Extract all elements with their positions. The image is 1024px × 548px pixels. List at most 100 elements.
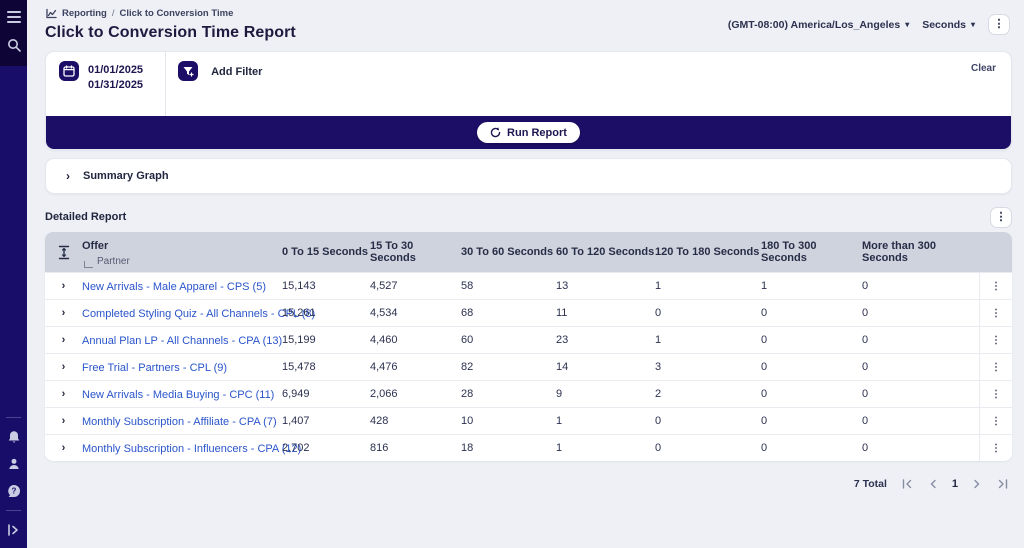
expand-sidebar-icon[interactable] <box>6 522 22 538</box>
row-menu-button[interactable]: ⋮ <box>979 381 1012 407</box>
row-menu-button[interactable]: ⋮ <box>979 408 1012 434</box>
value-cell: 0 <box>862 361 869 373</box>
value-cell: 60 <box>461 334 474 346</box>
timezone-dropdown[interactable]: (GMT-08:00) America/Los_Angeles ▾ <box>728 19 909 31</box>
offer-link[interactable]: New Arrivals - Media Buying - CPC (11) <box>82 389 275 401</box>
page-title: Click to Conversion Time Report <box>45 24 296 41</box>
offer-link[interactable]: Monthly Subscription - Affiliate - CPA (… <box>82 416 277 428</box>
value-cell: 0 <box>761 415 768 427</box>
offer-link[interactable]: Annual Plan LP - All Channels - CPA (13) <box>82 335 283 347</box>
value-cell: 9 <box>556 388 563 400</box>
top-controls: (GMT-08:00) America/Los_Angeles ▾ Second… <box>728 14 1010 35</box>
offer-link[interactable]: Completed Styling Quiz - All Channels - … <box>82 308 316 320</box>
help-icon[interactable]: ? <box>6 483 22 499</box>
menu-icon[interactable] <box>6 9 22 25</box>
row-menu-button[interactable]: ⋮ <box>979 273 1012 299</box>
value-cell: 0 <box>862 415 869 427</box>
notifications-bell-icon[interactable] <box>6 429 22 445</box>
row-expand-button[interactable]: › <box>45 408 82 434</box>
unit-dropdown[interactable]: Seconds ▾ <box>922 19 975 31</box>
offer-link[interactable]: Monthly Subscription - Influencers - CPA… <box>82 443 302 455</box>
offer-cell: Monthly Subscription - Affiliate - CPA (… <box>82 412 282 430</box>
value-cell: 4,476 <box>370 361 398 373</box>
value-cell: 6,949 <box>282 388 310 400</box>
next-page-button[interactable] <box>971 478 983 490</box>
column-header[interactable]: 30 To 60 Seconds <box>461 246 554 258</box>
value-cell: 23 <box>556 334 569 346</box>
current-page[interactable]: 1 <box>951 478 958 490</box>
table-row: › New Arrivals - Media Buying - CPC (11)… <box>45 380 1012 407</box>
previous-page-button[interactable] <box>927 478 939 490</box>
value-cell: 0 <box>761 307 768 319</box>
row-expand-button[interactable]: › <box>45 273 82 299</box>
search-icon[interactable] <box>6 37 22 53</box>
filter-body: 01/01/2025 01/31/2025 Add Filter Clear <box>46 52 1011 116</box>
column-header[interactable]: 180 To 300 Seconds <box>761 240 817 264</box>
row-expand-button[interactable]: › <box>45 327 82 353</box>
main-content: Reporting / Click to Conversion Time Cli… <box>27 0 1024 548</box>
offer-link[interactable]: Free Trial - Partners - CPL (9) <box>82 362 228 374</box>
value-cell: 0 <box>761 388 768 400</box>
value-cell: 28 <box>461 388 474 400</box>
kebab-icon: ⋮ <box>991 388 1001 400</box>
row-expand-button[interactable]: › <box>45 354 82 380</box>
detailed-report-menu-button[interactable]: ⋮ <box>990 206 1012 228</box>
column-header[interactable]: More than 300 Seconds <box>862 240 936 264</box>
partner-subheader: Partner <box>84 253 282 268</box>
table-row: › Monthly Subscription - Affiliate - CPA… <box>45 407 1012 434</box>
detailed-report-header: Detailed Report ⋮ <box>45 205 1012 229</box>
clear-filters-link[interactable]: Clear <box>970 63 996 74</box>
row-expand-button[interactable]: › <box>45 381 82 407</box>
value-cell: 0 <box>655 307 662 319</box>
offer-column-header[interactable]: Offer Partner <box>82 240 282 268</box>
offer-cell: Monthly Subscription - Influencers - CPA… <box>82 439 301 457</box>
value-cell: 15,199 <box>282 334 316 346</box>
user-icon[interactable] <box>6 456 22 472</box>
run-report-button[interactable]: Run Report <box>477 122 580 143</box>
column-header[interactable]: 60 To 120 Seconds <box>556 246 655 258</box>
chevron-right-icon: › <box>61 333 66 346</box>
date-range-values: 01/01/2025 01/31/2025 <box>88 61 143 116</box>
row-expand-button[interactable]: › <box>45 435 82 461</box>
page-menu-button[interactable]: ⋮ <box>988 14 1010 35</box>
column-header[interactable]: 120 To 180 Seconds <box>655 246 760 258</box>
breadcrumb-reporting[interactable]: Reporting <box>62 7 107 19</box>
value-cell: 0 <box>862 280 869 292</box>
add-filter-button[interactable]: Add Filter <box>166 52 262 116</box>
refresh-icon <box>490 127 501 138</box>
table-row: › Completed Styling Quiz - All Channels … <box>45 299 1012 326</box>
topbar: Reporting / Click to Conversion Time Cli… <box>45 7 1012 42</box>
row-menu-button[interactable]: ⋮ <box>979 354 1012 380</box>
expand-all-rows-icon[interactable] <box>45 245 82 260</box>
date-range-picker[interactable]: 01/01/2025 01/31/2025 <box>46 52 167 116</box>
value-cell: 1 <box>655 280 662 292</box>
run-report-label: Run Report <box>507 126 567 139</box>
column-header[interactable]: 15 To 30 Seconds <box>370 240 416 264</box>
sidebar-bottom: ? <box>0 417 27 548</box>
value-cell: 4,460 <box>370 334 398 346</box>
row-menu-button[interactable]: ⋮ <box>979 435 1012 461</box>
chevron-right-icon: › <box>61 306 66 319</box>
value-cell: 14 <box>556 361 569 373</box>
column-header[interactable]: 0 To 15 Seconds <box>282 246 368 258</box>
value-cell: 1 <box>556 415 563 427</box>
breadcrumb-current[interactable]: Click to Conversion Time <box>119 7 234 19</box>
offer-cell: Annual Plan LP - All Channels - CPA (13) <box>82 331 282 349</box>
first-page-button[interactable] <box>902 478 914 490</box>
summary-graph-toggle[interactable]: › Summary Graph <box>45 158 1012 194</box>
kebab-icon: ⋮ <box>995 210 1007 223</box>
offer-cell: New Arrivals - Media Buying - CPC (11) <box>82 385 282 403</box>
offer-link[interactable]: New Arrivals - Male Apparel - CPS (5) <box>82 281 266 293</box>
value-cell: 0 <box>761 334 768 346</box>
total-count: 7 Total <box>853 478 887 490</box>
row-menu-button[interactable]: ⋮ <box>979 300 1012 326</box>
row-expand-button[interactable]: › <box>45 300 82 326</box>
last-page-button[interactable] <box>996 478 1008 490</box>
partner-subheader-label: Partner <box>97 255 130 267</box>
summary-graph-label: Summary Graph <box>83 170 169 182</box>
row-menu-button[interactable]: ⋮ <box>979 327 1012 353</box>
value-cell: 0 <box>655 442 662 454</box>
chevron-right-icon: › <box>61 441 66 454</box>
value-cell: 0 <box>862 334 869 346</box>
breadcrumb-separator: / <box>111 7 115 19</box>
